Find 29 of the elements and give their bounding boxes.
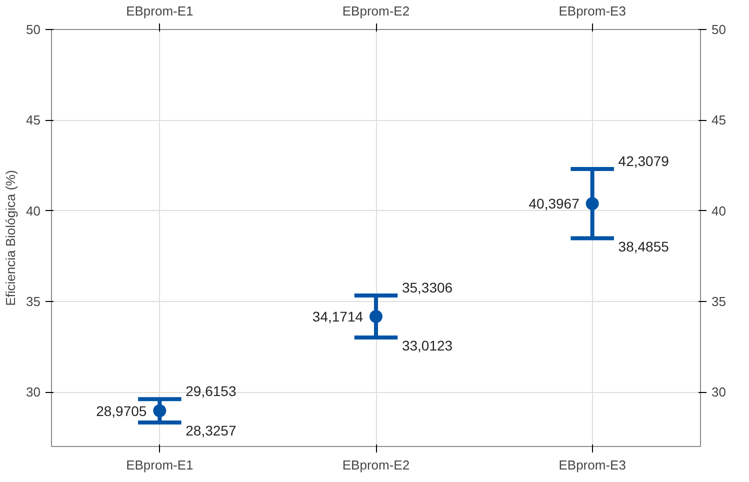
x-tick-label: EBprom-E2 xyxy=(342,458,410,472)
category-label: EBprom-E2 xyxy=(342,4,410,18)
annotation: 28,3257 xyxy=(186,422,236,438)
y-axis-title: Eficiencia Biológica (%) xyxy=(3,170,18,306)
data-label: 28,9705 xyxy=(96,402,147,419)
y2-tick-label: 40 xyxy=(712,203,726,218)
y-tick-label: 40 xyxy=(26,203,41,218)
annotation: 33,0123 xyxy=(402,337,453,354)
annotation: 35,3306 xyxy=(402,279,453,296)
point xyxy=(153,404,166,418)
point xyxy=(370,310,382,323)
category-label: EBprom-E3 xyxy=(558,4,626,18)
annotation: 29,6153 xyxy=(186,383,236,400)
data-label: 40,3967 xyxy=(528,196,580,212)
y-tick-label: 30 xyxy=(26,384,41,400)
y2-tick-label: 35 xyxy=(712,294,726,309)
annotation: 42,3079 xyxy=(618,152,670,169)
category-label: EBprom-E1 xyxy=(126,4,194,18)
point xyxy=(586,197,599,210)
data-label: 34,1714 xyxy=(312,308,364,324)
y-tick-label: 35 xyxy=(26,294,41,309)
annotation: 38,4855 xyxy=(618,238,670,254)
y2-tick-label: 30 xyxy=(712,384,726,400)
y-tick-label: 50 xyxy=(26,22,41,37)
y-tick-label: 45 xyxy=(26,112,41,128)
x-tick-label: EBprom-E3 xyxy=(558,458,626,472)
y2-tick-label: 45 xyxy=(712,112,726,128)
y2-tick-label: 50 xyxy=(712,22,726,37)
x-tick-label: EBprom-E1 xyxy=(126,458,194,472)
